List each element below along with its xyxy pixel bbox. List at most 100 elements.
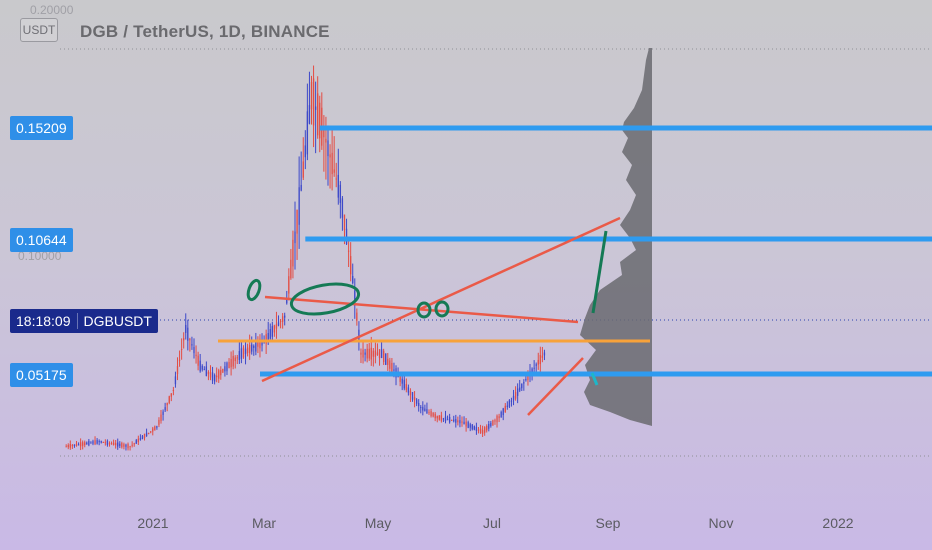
candle-body [232, 355, 234, 367]
candle-body [277, 322, 280, 326]
candle-body [92, 441, 94, 444]
x-tick-may: May [364, 515, 392, 531]
candle-body [541, 355, 544, 358]
candle-body [160, 414, 162, 422]
candle-body [220, 370, 222, 376]
candle-body [512, 395, 515, 401]
candle-body [86, 442, 88, 445]
candle-body [432, 413, 434, 417]
candle-body [216, 375, 218, 378]
candle-body [403, 379, 405, 389]
candle-body [484, 427, 486, 433]
candle-body [174, 376, 177, 385]
candle-body [428, 412, 430, 414]
candle-body [143, 433, 146, 439]
candle-body [191, 344, 193, 346]
candle-body [125, 444, 127, 447]
candle-body [465, 421, 467, 427]
candle-body [170, 393, 172, 397]
candle-body [343, 214, 346, 230]
candle-body [123, 444, 125, 447]
recent-trend-line [527, 357, 584, 416]
projection-down-tick [590, 372, 599, 386]
candle-body [139, 438, 142, 440]
candle-body [368, 348, 370, 359]
candle-body [331, 152, 333, 175]
candle-body [104, 442, 107, 444]
candle-body [300, 184, 302, 191]
candle-body [535, 364, 537, 366]
candle-body [366, 348, 368, 359]
candle-body [246, 347, 249, 353]
candle-body [382, 350, 385, 362]
candle-body [459, 420, 461, 424]
candle-body [164, 407, 166, 411]
price-label-top: 0.15209 [10, 116, 73, 140]
candle-body [374, 350, 377, 357]
x-tick-2022: 2022 [822, 515, 854, 531]
candle-body [345, 228, 348, 245]
candle-body [106, 440, 109, 445]
candle-body [494, 420, 496, 422]
candle-body [201, 365, 203, 370]
falling-trend-line [264, 295, 579, 324]
volume-profile [580, 48, 652, 426]
candle-body [415, 399, 418, 404]
candle-body [178, 359, 181, 361]
candle-body [341, 198, 344, 218]
candle-body [372, 350, 375, 357]
candle-body [152, 428, 154, 432]
candle-body [121, 443, 123, 448]
candle-body [234, 357, 236, 362]
candle-body [471, 424, 473, 430]
candle-body [385, 353, 387, 365]
candle-body [389, 360, 391, 369]
candle-body [281, 316, 284, 322]
candle-body [506, 405, 508, 407]
candle-body [407, 387, 410, 393]
candle-body [537, 359, 539, 365]
candle-body [284, 315, 286, 318]
candle-body [162, 411, 164, 415]
candle-body [475, 426, 478, 431]
candle-body [218, 370, 220, 379]
candle-body [424, 408, 426, 412]
candle-body [102, 441, 104, 443]
candle-body [430, 411, 432, 416]
candle-body [446, 419, 449, 421]
currency-label[interactable]: USDT [20, 18, 58, 42]
candle-body [525, 378, 527, 381]
candle-body [451, 419, 453, 421]
candle-body [236, 357, 238, 359]
candle-body [347, 250, 350, 252]
candle-body [496, 415, 498, 423]
candle-body [259, 338, 261, 349]
candle-body [358, 329, 360, 341]
candle-body [137, 438, 139, 443]
candle-body [82, 442, 84, 446]
candle-body [467, 422, 469, 428]
candle-body [304, 145, 306, 158]
candle-body [370, 347, 372, 360]
candle-body [442, 418, 445, 420]
candle-body [306, 111, 309, 155]
candle-body [273, 325, 276, 333]
countdown-time: 18:18:09 [16, 313, 71, 329]
candle-body [294, 231, 296, 244]
candle-body [84, 442, 86, 446]
candle-body [238, 351, 241, 361]
candle-body [197, 355, 199, 366]
candle-body [242, 347, 245, 358]
candle-body [166, 403, 168, 406]
candle-body [255, 340, 257, 352]
candle-body [150, 431, 152, 433]
candle-body [90, 442, 92, 444]
candle-body [185, 324, 187, 333]
candle-body [292, 239, 294, 267]
annotation-circle-1 [246, 278, 262, 302]
candle-body [77, 444, 80, 446]
candle-body [519, 387, 521, 391]
x-tick-2021: 2021 [137, 515, 169, 531]
candle-body [205, 366, 208, 377]
candle-body [492, 420, 494, 426]
